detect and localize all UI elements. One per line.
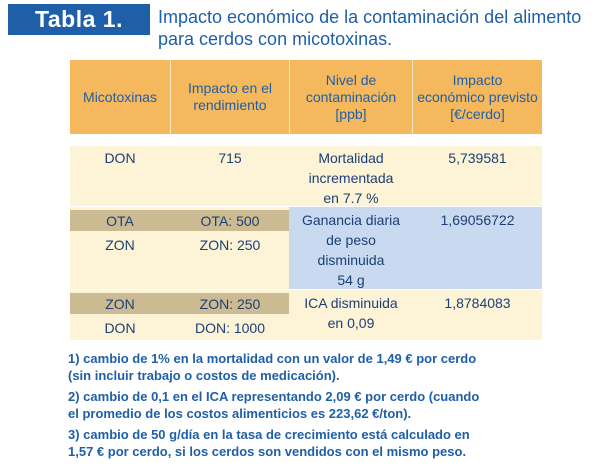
footnote-3-line-1: 3) cambio de 50 g/día en la tasa de crec…: [68, 427, 470, 442]
row3-mycotoxin-zon: ZON: [105, 296, 135, 312]
row1-level-line-2: incrementada: [308, 170, 394, 186]
row1-economic: 5,739581: [448, 150, 507, 166]
header-nivel-line-1: Nivel de: [325, 71, 377, 88]
footnote-3-line-2: 1,57 € por cerdo, si los cerdos son vend…: [68, 444, 467, 459]
header-micotoxinas-text: Micotoxinas: [83, 88, 157, 105]
header-divider: [289, 60, 290, 134]
row2-level-line-1: Ganancia diaria: [301, 212, 401, 228]
table-row-1-background: [70, 146, 542, 206]
row2-mycotoxin-ota: OTA: [106, 213, 134, 229]
header-nivel-line-3: [ppb]: [335, 105, 367, 122]
footnote-1-line-2: (sin incluir trabajo o costos de medicac…: [68, 368, 340, 383]
row1-impact: 715: [218, 150, 242, 166]
title-line-1: Impacto económico de la contaminación de…: [158, 7, 582, 27]
header-nivel-line-2: contaminación: [305, 88, 397, 105]
row3-zon-band: [70, 293, 289, 314]
row3-impact-don: DON: 1000: [194, 320, 266, 336]
row3-mycotoxin-don: DON: [104, 320, 136, 336]
footnote-1: 1) cambio de 1% en la mortalidad con un …: [68, 350, 588, 384]
table-number-badge: Tabla 1.: [8, 4, 150, 35]
row2-economic: 1,69056722: [440, 212, 515, 228]
header-economico-line-2: económico previsto: [417, 88, 538, 105]
header-economico-line-1: Impacto: [452, 71, 503, 88]
header-divider: [412, 60, 413, 134]
row2-level: Ganancia diaria de peso disminuida 54 g: [290, 210, 412, 290]
row3-level: ICA disminuida en 0,09: [290, 293, 412, 333]
header-impacto-economico: Impacto económico previsto [€/cerdo]: [413, 60, 542, 134]
footnote-3: 3) cambio de 50 g/día en la tasa de crec…: [68, 426, 588, 460]
footnote-1-line-1: 1) cambio de 1% en la mortalidad con un …: [68, 351, 477, 366]
table-title: Impacto económico de la contaminación de…: [158, 6, 598, 50]
row2-level-line-3: disminuida: [317, 252, 385, 268]
row1-mycotoxin: DON: [104, 150, 136, 166]
row2-impact-zon: ZON: 250: [199, 237, 261, 253]
row3-economic: 1,8784083: [444, 295, 511, 311]
footnote-2-line-2: el promedio de los costos alimenticios e…: [68, 406, 412, 421]
row3-level-line-2: en 0,09: [327, 315, 375, 331]
footnote-2-line-1: 2) cambio de 0,1 en el ICA representando…: [68, 389, 480, 404]
row3-impact-zon: ZON: 250: [199, 296, 261, 312]
footnote-2: 2) cambio de 0,1 en el ICA representando…: [68, 388, 588, 422]
footnotes: 1) cambio de 1% en la mortalidad con un …: [68, 350, 588, 464]
header-impacto-line-1: Impacto en el: [187, 80, 273, 96]
header-divider: [170, 60, 171, 134]
header-impacto-line-2: rendimiento: [193, 97, 267, 113]
title-line-2: para cerdos con micotoxinas.: [158, 29, 393, 49]
header-economico-line-3: [€/cerdo]: [450, 105, 505, 122]
header-nivel-contaminacion: Nivel de contaminación [ppb]: [290, 60, 412, 134]
header-impacto-rendimiento: Impacto en el rendimiento: [171, 60, 289, 134]
row2-level-line-2: de peso: [326, 232, 376, 248]
table-row-2-right-background: [289, 207, 542, 289]
row2-mycotoxin-zon: ZON: [105, 237, 135, 253]
row1-level-line-3: en 7.7 %: [323, 190, 379, 206]
row2-level-line-4: 54 g: [337, 272, 365, 288]
row1-level-line-1: Mortalidad: [318, 150, 384, 166]
row3-level-line-1: ICA disminuida: [304, 295, 398, 311]
header-micotoxinas: Micotoxinas: [70, 60, 170, 134]
row1-level: Mortalidad incrementada en 7.7 %: [290, 148, 412, 208]
row2-impact-ota: OTA: 500: [200, 213, 260, 229]
row2-ota-band: [70, 210, 289, 231]
